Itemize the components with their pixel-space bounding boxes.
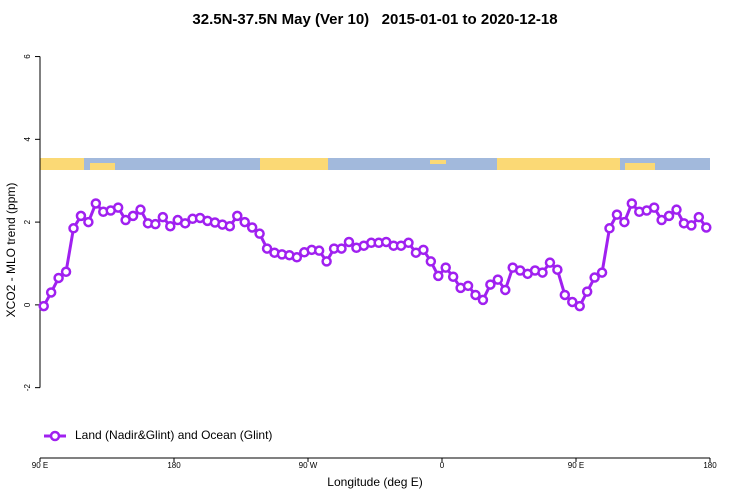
data-point xyxy=(120,214,131,226)
data-point xyxy=(232,210,243,222)
data-point xyxy=(648,202,660,213)
data-point xyxy=(418,244,429,256)
data-point xyxy=(135,204,146,215)
y-tick-label: -2 xyxy=(23,384,32,392)
data-point xyxy=(470,289,481,301)
data-point xyxy=(589,272,600,283)
x-tick-label: 0 xyxy=(440,461,445,470)
data-point xyxy=(559,289,571,301)
land-segment xyxy=(497,158,620,170)
land-segment xyxy=(40,158,84,170)
data-point xyxy=(83,216,94,228)
data-point xyxy=(291,252,303,263)
x-tick-label: 90 E xyxy=(32,461,48,470)
data-point xyxy=(701,222,712,233)
data-point xyxy=(425,256,437,267)
data-point xyxy=(447,271,459,282)
data-point xyxy=(500,284,511,296)
data-point xyxy=(686,220,697,231)
y-tick-label: 0 xyxy=(23,302,32,307)
data-point xyxy=(574,300,585,312)
land-segment xyxy=(430,160,446,164)
land-segment xyxy=(90,163,115,170)
data-point xyxy=(462,280,474,292)
data-point xyxy=(433,270,444,282)
legend-marker xyxy=(49,430,61,442)
data-point xyxy=(440,262,451,273)
data-point xyxy=(53,272,64,284)
legend-item: Land (Nadir&Glint) and Ocean (Glint) xyxy=(44,428,272,442)
data-point xyxy=(336,243,347,254)
data-point xyxy=(596,267,608,278)
x-axis-label: Longitude (deg E) xyxy=(327,475,422,489)
chart-title: 32.5N-37.5N May (Ver 10) 2015-01-01 to 2… xyxy=(192,11,557,28)
legend-label: Land (Nadir&Glint) and Ocean (Glint) xyxy=(75,428,272,442)
data-point xyxy=(38,300,49,312)
data-point xyxy=(224,220,236,232)
data-point xyxy=(581,286,593,297)
data-point xyxy=(60,266,72,278)
data-point xyxy=(544,257,556,268)
data-point xyxy=(567,296,578,308)
data-point xyxy=(663,210,675,222)
data-point xyxy=(90,198,102,209)
x-tick-label: 180 xyxy=(167,461,181,470)
data-point xyxy=(254,228,265,239)
data-point xyxy=(671,204,682,215)
y-tick-label: 4 xyxy=(23,137,32,142)
y-axis-label: XCO2 - MLO trend (ppm) xyxy=(4,183,18,318)
x-tick-label: 90 W xyxy=(299,461,318,470)
y-tick-label: 6 xyxy=(23,54,32,59)
data-point xyxy=(112,202,124,213)
data-point xyxy=(313,245,325,256)
data-point xyxy=(537,267,548,278)
data-point xyxy=(403,237,414,249)
data-point xyxy=(150,218,161,230)
data-point xyxy=(239,216,250,228)
data-point xyxy=(157,211,169,223)
data-point xyxy=(261,243,273,254)
x-tick-label: 180 xyxy=(703,461,717,470)
data-point xyxy=(321,256,332,267)
data-point xyxy=(75,210,87,222)
land-segment xyxy=(260,158,328,170)
data-point xyxy=(492,274,504,285)
x-tick-label: 90 E xyxy=(568,461,584,470)
data-point xyxy=(45,287,57,298)
data-point xyxy=(626,198,638,209)
data-point xyxy=(246,222,258,233)
y-tick-label: 2 xyxy=(23,219,32,224)
data-point xyxy=(611,209,623,220)
data-point xyxy=(127,210,139,222)
data-point xyxy=(485,279,496,290)
series-line xyxy=(42,200,708,309)
data-point xyxy=(68,223,79,234)
data-point xyxy=(477,294,489,306)
land-segment xyxy=(625,163,655,170)
data-point xyxy=(604,223,615,234)
data-point xyxy=(343,236,355,248)
data-point xyxy=(656,214,667,226)
data-point xyxy=(619,216,630,228)
data-point xyxy=(552,264,563,275)
data-point xyxy=(165,220,176,232)
data-point xyxy=(693,211,705,223)
land-ocean-strip xyxy=(40,158,710,170)
data-point xyxy=(179,218,191,229)
